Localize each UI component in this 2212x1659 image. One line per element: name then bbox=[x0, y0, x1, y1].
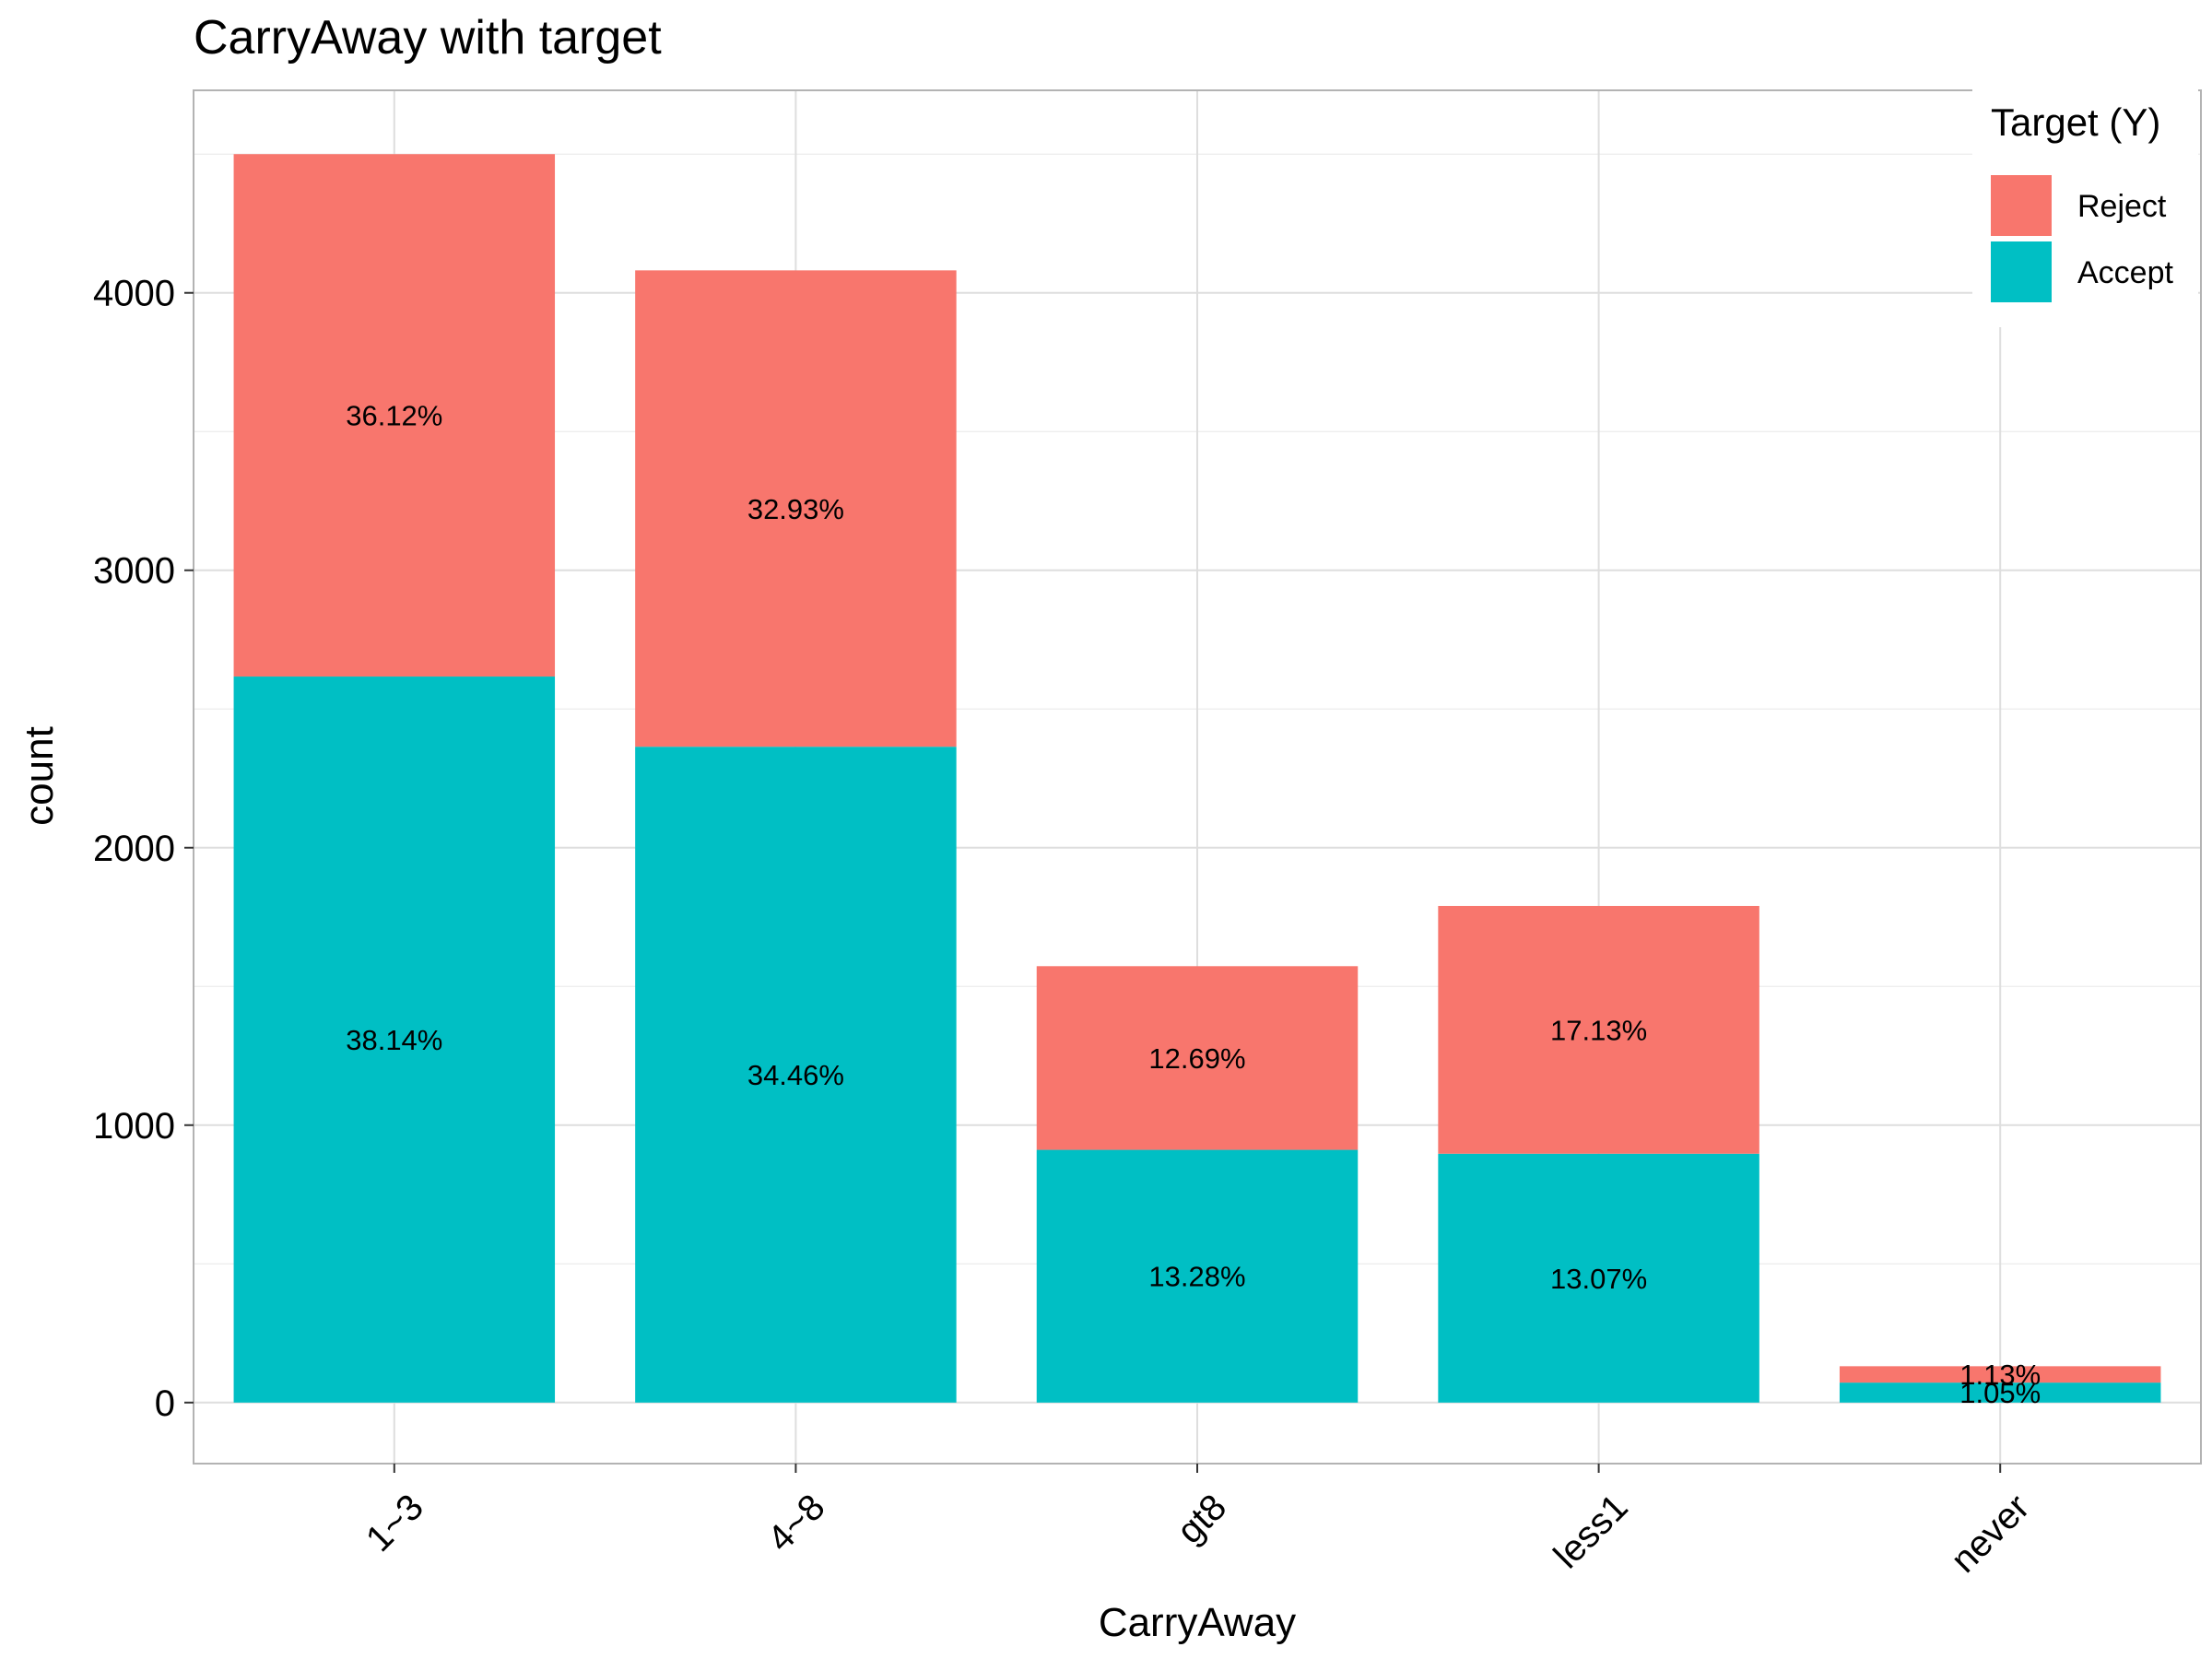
bar-label-accept: 13.07% bbox=[1550, 1263, 1647, 1295]
x-tick-label: never bbox=[1943, 1487, 2037, 1581]
x-axis-title: CarryAway bbox=[1099, 1600, 1296, 1645]
y-tick-label: 0 bbox=[155, 1383, 175, 1424]
bar-accept bbox=[1036, 1149, 1359, 1403]
bar-accept bbox=[1438, 1153, 1759, 1403]
bar-accept bbox=[1839, 1382, 2161, 1403]
bar-label-reject: 1.13% bbox=[1959, 1359, 2041, 1391]
legend-label-reject: Reject bbox=[2077, 189, 2167, 224]
bar-accept bbox=[635, 747, 957, 1403]
bar-reject bbox=[233, 154, 556, 677]
bar-label-reject: 12.69% bbox=[1148, 1042, 1245, 1075]
x-tick-label: 4~8 bbox=[759, 1487, 832, 1559]
y-tick-label: 1000 bbox=[93, 1106, 175, 1147]
legend-title: Target (Y) bbox=[1991, 100, 2160, 144]
x-tick-label: gt8 bbox=[1170, 1487, 1234, 1551]
bar-reject bbox=[1438, 905, 1759, 1154]
y-axis-title: count bbox=[17, 726, 62, 826]
chart-title: CarryAway with target bbox=[194, 11, 662, 65]
bar-label-accept: 38.14% bbox=[346, 1024, 442, 1056]
bar-label-reject: 17.13% bbox=[1550, 1014, 1647, 1046]
bar-reject bbox=[1839, 1366, 2161, 1383]
legend-label-accept: Accept bbox=[2077, 255, 2173, 290]
bar-reject bbox=[635, 270, 957, 747]
legend: Target (Y) Reject Accept bbox=[1972, 88, 2198, 327]
x-tick-label: less1 bbox=[1547, 1487, 1636, 1576]
y-tick-label: 2000 bbox=[93, 829, 175, 869]
bar-label-reject: 32.93% bbox=[747, 493, 844, 525]
y-tick-label: 3000 bbox=[93, 551, 175, 592]
bar-reject bbox=[1036, 966, 1359, 1150]
y-tick-label: 4000 bbox=[93, 274, 175, 314]
bar-label-reject: 36.12% bbox=[346, 400, 442, 432]
bar-label-accept: 34.46% bbox=[747, 1059, 844, 1091]
x-tick-label: 1~3 bbox=[359, 1487, 431, 1559]
legend-key-accept bbox=[1991, 241, 2052, 302]
legend-key-reject bbox=[1991, 175, 2052, 236]
bar-label-accept: 13.28% bbox=[1148, 1261, 1245, 1293]
bar-accept bbox=[233, 677, 556, 1403]
plot-area: 38.14%34.46%13.28% 13.07%1.05%36.12%32.93… bbox=[93, 89, 2202, 1581]
